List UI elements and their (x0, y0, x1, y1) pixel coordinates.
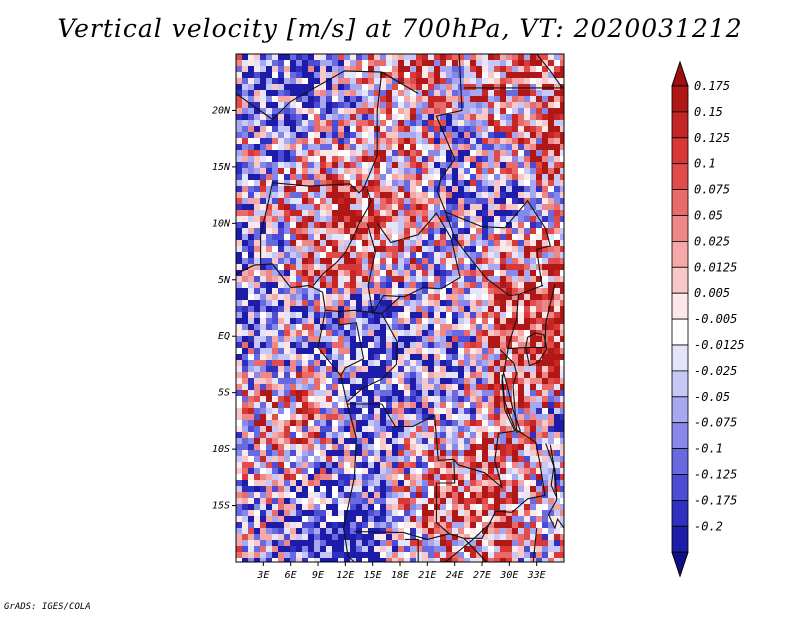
border-line (260, 72, 383, 266)
colorbar-swatch (671, 111, 689, 139)
lat-tick-label: 15S (212, 501, 230, 512)
colorbar-swatch (671, 499, 689, 527)
colorbar-swatch (671, 215, 689, 242)
lon-tick-label: 27E (473, 570, 491, 581)
border-line (236, 70, 419, 121)
border-line (501, 373, 522, 433)
border-line (354, 510, 513, 540)
lon-tick-label: 33E (527, 570, 546, 581)
lat-tick-label: EQ (218, 331, 230, 342)
border-line (445, 199, 551, 287)
colorbar-label: 0.125 (694, 131, 730, 145)
colorbar-swatch (671, 137, 689, 165)
border-line (338, 311, 365, 376)
colorbar: 0.175 0.15 0.125 0.1 0.075 0.05 0.025 0.0125 0.0… (671, 60, 745, 578)
border-line (404, 522, 492, 562)
colorbar-label: -0.1 (694, 442, 723, 456)
lat-tick-label: 5S (218, 388, 230, 399)
lon-tick-label: 21E (418, 570, 436, 581)
lon-tick-label: 15E (364, 570, 382, 581)
border-line (499, 349, 546, 513)
lon-tick-label: 18E (391, 570, 409, 581)
colorbar-swatch (671, 474, 689, 501)
colorbar-label: 0.005 (694, 286, 730, 300)
colorbar-swatch (671, 370, 689, 398)
border-line (453, 347, 516, 490)
colorbar-top-arrow (671, 60, 689, 87)
colorbar-swatch (671, 240, 689, 268)
border-line (325, 296, 401, 315)
lat-tick-label: 20N (212, 105, 231, 116)
chart-title: Vertical velocity [m/s] at 700hPa, VT: 2… (57, 14, 743, 43)
colorbar-swatch (671, 525, 689, 553)
colorbar-label: -0.0125 (694, 338, 745, 352)
border-line (346, 313, 398, 403)
lat-tick-label: 15N (212, 162, 231, 173)
lon-tick-label: 30E (499, 570, 518, 581)
colorbar-swatch (671, 85, 689, 113)
colorbar-swatch (671, 318, 689, 346)
colorbar-label: 0.075 (694, 183, 730, 197)
lat-tick-label: 5N (218, 275, 231, 286)
border-line (549, 444, 558, 498)
colorbar-label: -0.2 (694, 519, 723, 533)
border-line (536, 54, 563, 89)
colorbar-swatch (671, 422, 689, 450)
longitude-axis: 3E 6E 9E 12E 15E 18E 21E 24E 27E 30E 33E (256, 562, 546, 581)
lon-tick-label: 24E (446, 570, 464, 581)
lat-tick-label: 10S (212, 444, 230, 455)
lon-tick-label: 6E (285, 570, 297, 581)
lon-tick-label: 12E (336, 570, 354, 581)
latitude-axis: 20N 15N 10N 5N EQ 5S 10S 15S (212, 105, 236, 512)
border-line (366, 212, 461, 316)
colorbar-label: 0.15 (694, 105, 723, 119)
lon-tick-label: 9E (312, 570, 324, 581)
colorbar-swatch (671, 266, 689, 294)
colorbar-label: -0.025 (694, 364, 737, 378)
colorbar-label: 0.0125 (694, 260, 737, 274)
border-line (545, 443, 564, 530)
colorbar-label: -0.175 (694, 493, 737, 507)
colorbar-bottom-arrow (671, 551, 689, 578)
colorbar-swatch (671, 163, 689, 190)
colorbar-label: -0.005 (694, 312, 737, 326)
border-line (463, 528, 538, 562)
grads-credit: GrADS: IGES/COLA (4, 602, 91, 612)
colorbar-label: 0.05 (694, 209, 723, 223)
colorbar-label: -0.05 (694, 390, 730, 404)
colorbar-swatch (671, 448, 689, 475)
border-line (525, 332, 548, 367)
country-borders (236, 54, 564, 562)
colorbar-label: 0.025 (694, 234, 730, 248)
colorbar-swatch (671, 396, 689, 424)
colorbar-label: 0.1 (694, 157, 716, 171)
border-line (312, 189, 372, 286)
border-line (347, 403, 456, 535)
colorbar-label: -0.125 (694, 468, 737, 482)
colorbar-swatch (671, 189, 689, 216)
vertical-velocity-field (236, 54, 564, 562)
colorbar-label: 0.175 (694, 79, 730, 93)
colorbar-swatch (671, 344, 689, 372)
colorbar-label: -0.075 (694, 416, 737, 430)
lat-tick-label: 10N (212, 218, 231, 229)
border-line (236, 263, 357, 562)
colorbar-swatch (671, 292, 689, 320)
lon-tick-label: 3E (256, 570, 269, 581)
